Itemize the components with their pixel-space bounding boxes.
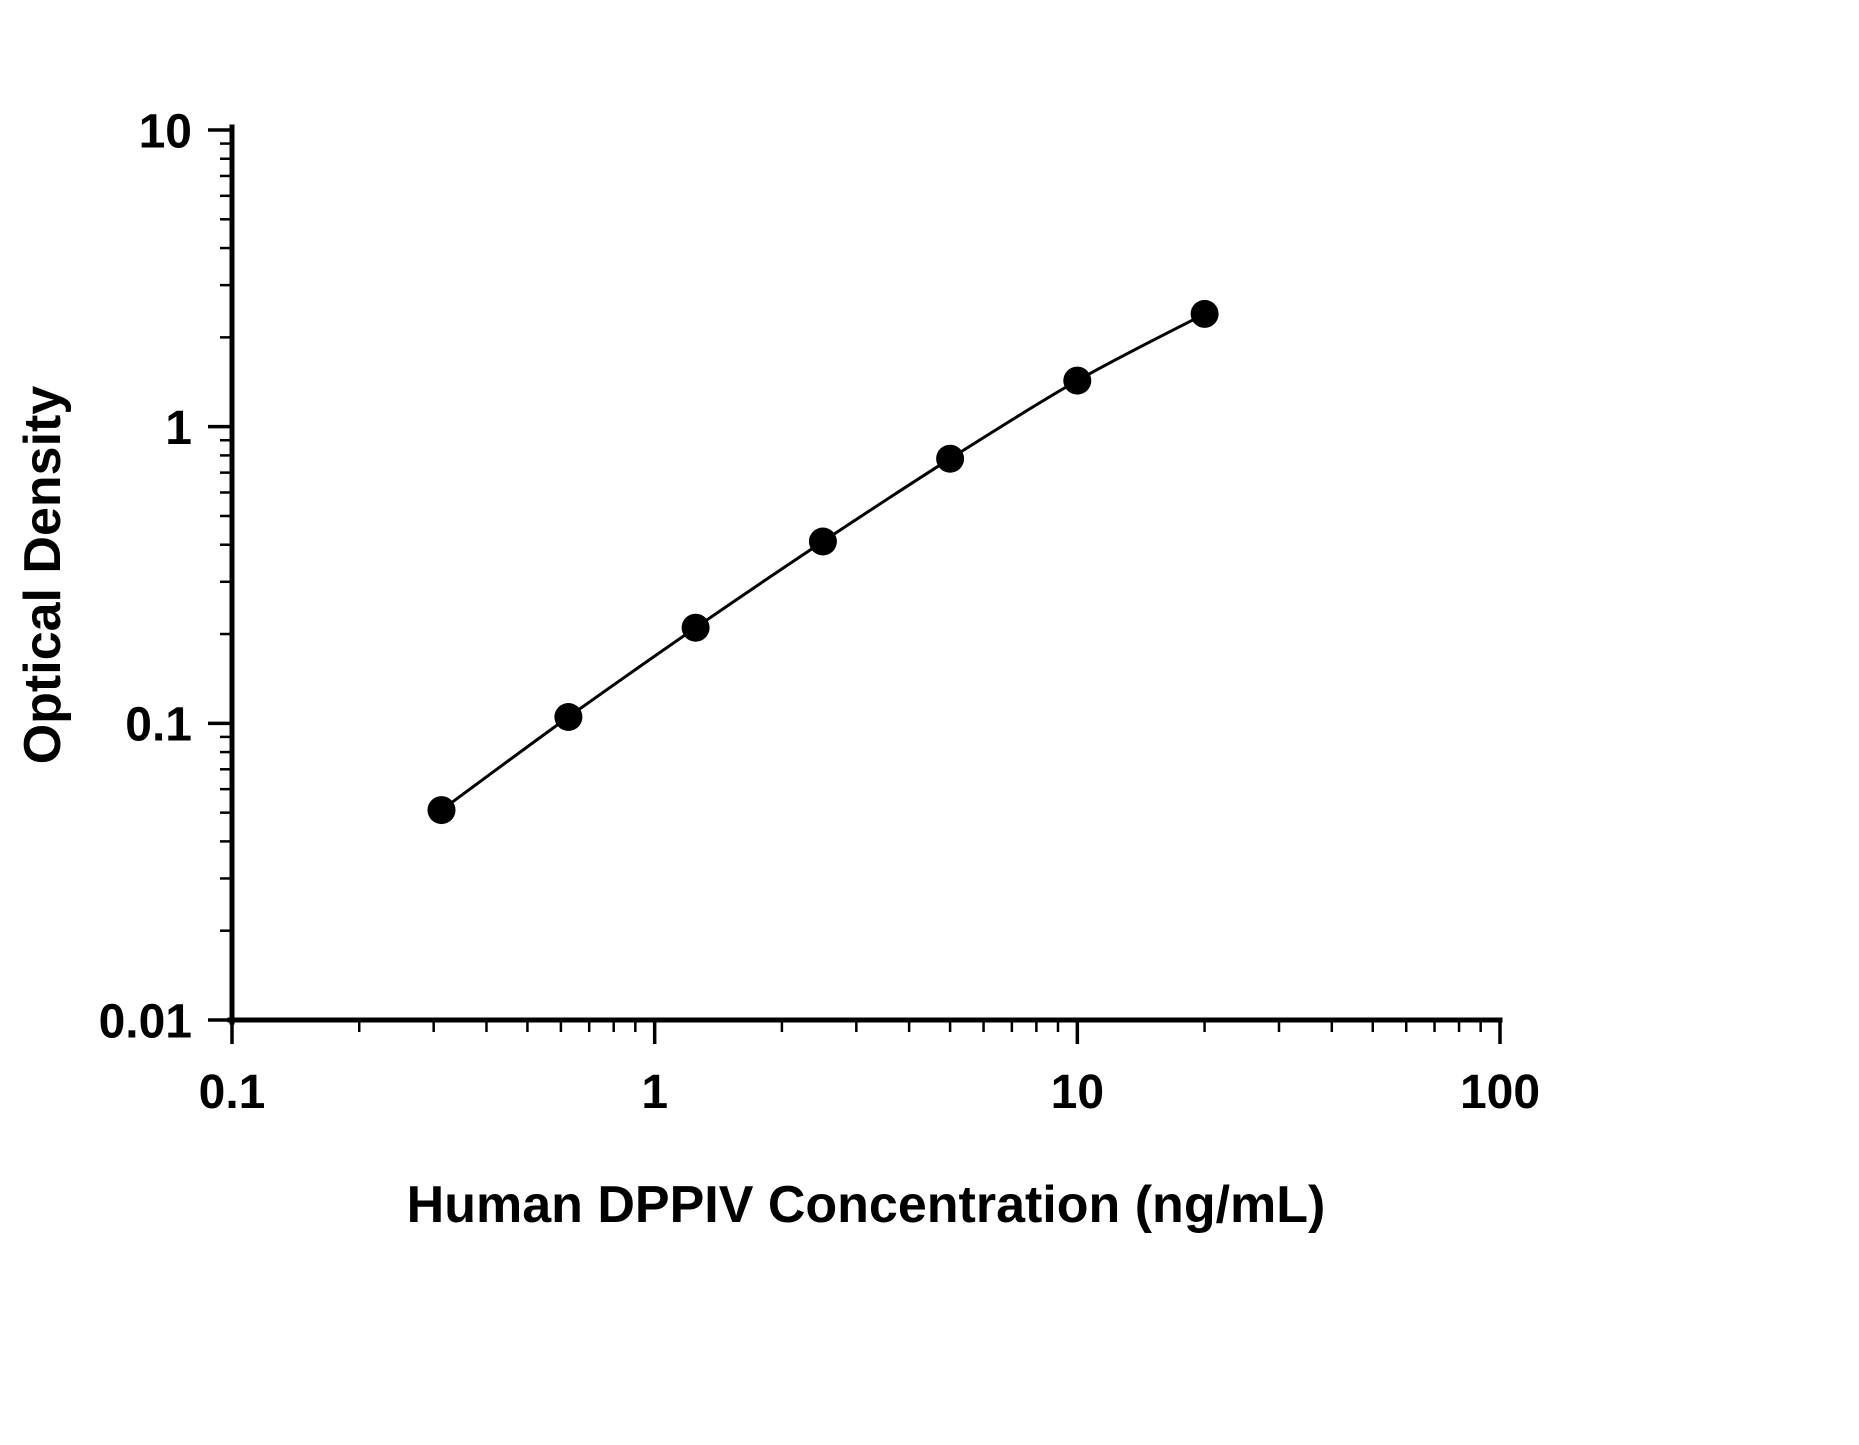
data-point-marker — [681, 613, 710, 642]
data-point-marker — [1190, 299, 1219, 328]
y-tick-label: 1 — [165, 402, 192, 455]
x-tick-label: 100 — [1460, 1066, 1540, 1119]
standard-curve-line — [440, 312, 1206, 812]
x-tick-label: 10 — [1051, 1066, 1104, 1119]
data-point-marker — [936, 444, 965, 473]
data-point-marker — [554, 703, 583, 731]
x-axis-label: Human DPPIV Concentration (ng/mL) — [407, 1176, 1326, 1234]
y-tick-label: 0.01 — [99, 995, 192, 1048]
data-point-marker — [427, 796, 456, 825]
y-tick-label: 10 — [139, 105, 192, 158]
x-tick-label: 1 — [641, 1066, 668, 1119]
x-tick-label: 0.1 — [199, 1066, 266, 1119]
data-point-marker — [808, 527, 837, 556]
data-point-marker — [1063, 366, 1092, 395]
y-tick-label: 0.1 — [125, 699, 192, 752]
y-axis-label: Optical Density — [14, 386, 72, 765]
